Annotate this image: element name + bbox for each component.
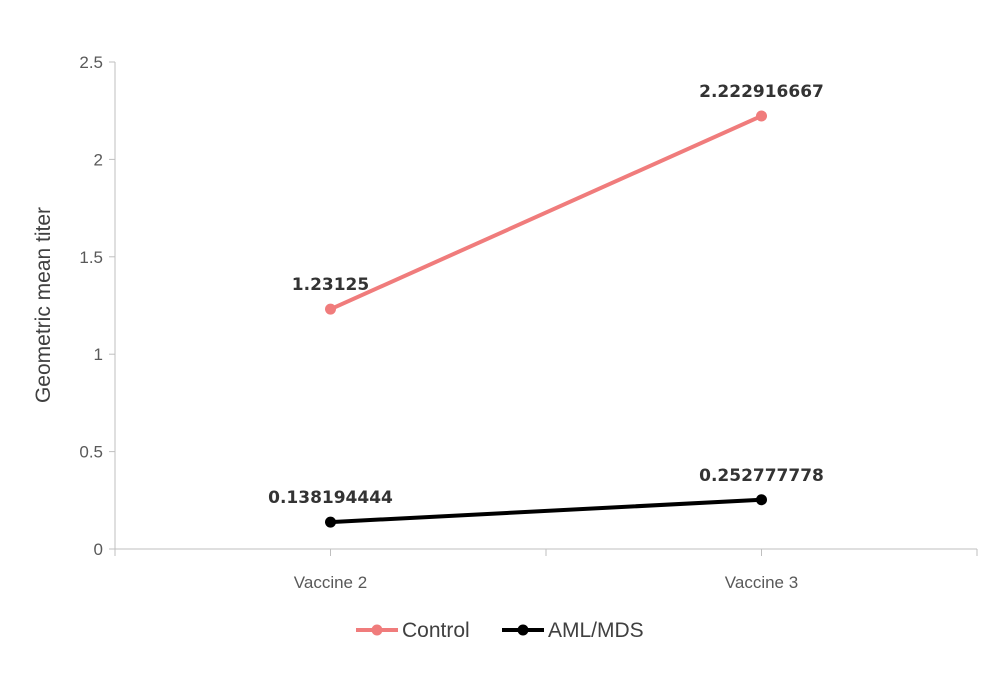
- y-axis: 0 0.5 1 1.5 2 2.5: [79, 53, 116, 559]
- y-axis-title: Geometric mean titer: [32, 207, 55, 403]
- series-line: [328, 113, 764, 312]
- series-line: [328, 497, 764, 525]
- data-label: 1.23125: [292, 275, 369, 295]
- x-category-label: Vaccine 3: [725, 573, 798, 592]
- data-point: [325, 516, 336, 528]
- x-category-label: Vaccine 2: [294, 573, 367, 592]
- legend: Control AML/MDS: [356, 619, 644, 642]
- data-point: [756, 110, 767, 122]
- y-tick-label: 0: [94, 540, 103, 559]
- y-tick-label: 2.5: [79, 53, 103, 72]
- y-tick-label: 2: [94, 150, 103, 169]
- series-control: 1.23125 2.222916667: [292, 82, 824, 315]
- legend-label: AML/MDS: [548, 619, 644, 642]
- y-tick-label: 1.5: [79, 248, 103, 267]
- x-axis: Vaccine 2 Vaccine 3: [114, 548, 978, 592]
- series-aml-mds: 0.138194444 0.252777778: [268, 466, 824, 528]
- data-point: [325, 303, 336, 315]
- legend-item: AML/MDS: [502, 619, 644, 642]
- y-tick-label: 1: [94, 345, 103, 364]
- legend-label: Control: [402, 619, 470, 642]
- legend-item: Control: [356, 619, 470, 642]
- data-label: 0.252777778: [699, 466, 824, 486]
- legend-marker-icon: [517, 624, 529, 636]
- data-label: 0.138194444: [268, 488, 393, 508]
- data-label: 2.222916667: [699, 82, 824, 102]
- data-point: [756, 494, 767, 506]
- legend-marker-icon: [371, 624, 383, 636]
- y-tick-label: 0.5: [79, 443, 103, 462]
- series-layer: 1.23125 2.222916667 0.138194444 0.252777778: [268, 82, 824, 528]
